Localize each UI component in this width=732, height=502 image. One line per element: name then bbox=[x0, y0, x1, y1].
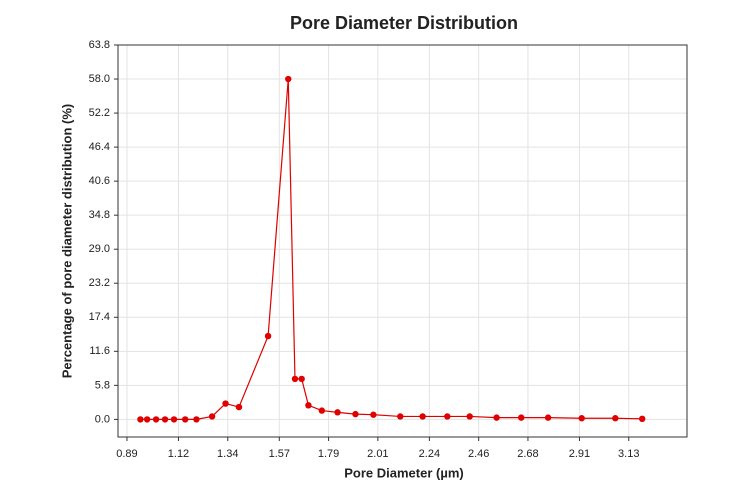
y-tick-label: 46.4 bbox=[89, 141, 110, 153]
x-axis-title: Pore Diameter (µm) bbox=[344, 465, 463, 480]
y-tick-label: 52.2 bbox=[89, 107, 110, 119]
point bbox=[370, 411, 377, 418]
point bbox=[222, 400, 229, 407]
y-tick-label: 0.0 bbox=[95, 413, 110, 425]
point bbox=[235, 403, 243, 411]
point bbox=[352, 410, 359, 418]
x-tick-label: 2.46 bbox=[468, 448, 489, 460]
point bbox=[298, 375, 305, 383]
x-tick-label: 2.68 bbox=[517, 448, 538, 460]
point bbox=[264, 332, 272, 340]
x-tick-label: 1.34 bbox=[217, 448, 238, 460]
y-tick-label: 63.8 bbox=[89, 39, 110, 51]
point bbox=[291, 375, 299, 383]
y-tick-label: 5.8 bbox=[95, 379, 110, 391]
point bbox=[466, 413, 473, 420]
y-axis-title: Percentage of pore diameter distribution… bbox=[59, 104, 74, 379]
point bbox=[161, 416, 169, 423]
y-tick-label: 40.6 bbox=[89, 175, 110, 187]
point bbox=[578, 415, 585, 422]
point bbox=[193, 416, 200, 423]
x-tick-label: 1.79 bbox=[318, 448, 339, 460]
point bbox=[137, 416, 144, 423]
point bbox=[419, 413, 426, 420]
point bbox=[152, 416, 160, 423]
point bbox=[182, 416, 189, 423]
point bbox=[208, 413, 216, 420]
point bbox=[334, 409, 341, 416]
x-tick-label: 1.57 bbox=[269, 448, 290, 460]
y-tick-label: 17.4 bbox=[89, 311, 110, 323]
point bbox=[638, 415, 646, 423]
point bbox=[305, 402, 312, 409]
x-tick-label: 1.12 bbox=[168, 448, 189, 460]
x-tick-label: 0.89 bbox=[116, 448, 137, 460]
point bbox=[444, 413, 451, 420]
y-tick-label: 58.0 bbox=[89, 73, 110, 85]
point bbox=[518, 414, 525, 421]
x-tick-label: 3.13 bbox=[618, 448, 639, 460]
chart-title: Pore Diameter Distribution bbox=[290, 13, 518, 33]
point bbox=[170, 416, 178, 423]
x-tick-label: 2.01 bbox=[367, 448, 388, 460]
x-tick-label: 2.91 bbox=[569, 448, 590, 460]
y-tick-label: 11.6 bbox=[89, 345, 110, 357]
point bbox=[285, 75, 292, 83]
point bbox=[397, 413, 404, 420]
point bbox=[318, 407, 326, 414]
point bbox=[493, 414, 500, 421]
y-tick-label: 34.8 bbox=[89, 209, 110, 221]
point bbox=[143, 416, 151, 423]
y-tick-label: 29.0 bbox=[89, 243, 110, 255]
x-tick-label: 2.24 bbox=[419, 448, 440, 460]
point bbox=[612, 415, 619, 422]
y-tick-label: 23.2 bbox=[89, 277, 110, 289]
plot-frame bbox=[117, 44, 688, 438]
point bbox=[544, 414, 552, 421]
